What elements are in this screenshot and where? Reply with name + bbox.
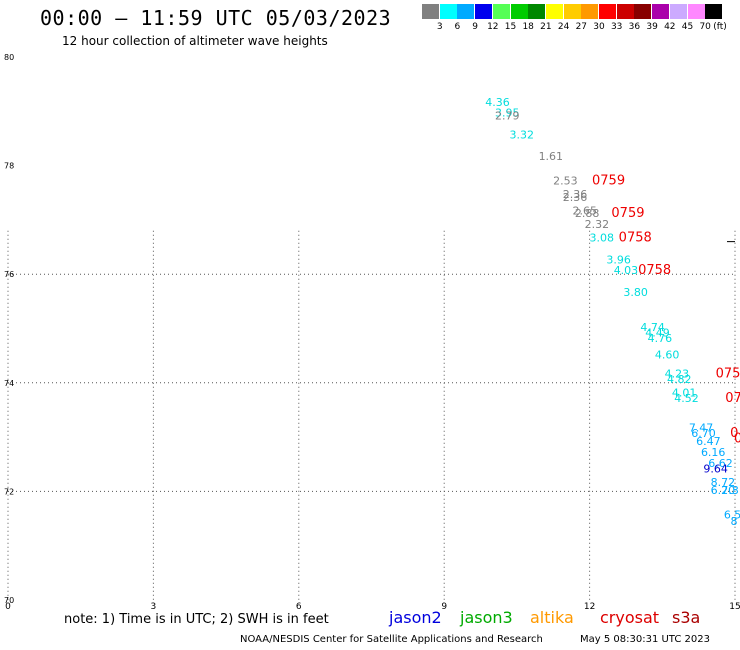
x-tick-label: 9	[441, 602, 447, 612]
wave-height-label: 6.70	[691, 427, 716, 440]
x-tick-label: 15	[729, 602, 740, 612]
color-scale-swatch	[634, 4, 652, 19]
wave-height-label: 4.03	[614, 264, 639, 277]
color-scale-swatch	[439, 4, 457, 19]
x-tick-label: 0	[5, 602, 11, 612]
wave-height-label: 4.76	[648, 332, 673, 345]
wave-height-label: 4.52	[674, 392, 699, 405]
y-tick-label: 74	[4, 379, 14, 388]
color-scale-label: 42	[664, 22, 676, 32]
satellite-jason2-label: jason2	[389, 608, 442, 627]
wave-height-label: 3.96	[606, 253, 631, 266]
wave-height-label: 6.20	[711, 484, 736, 497]
y-tick-label: 70	[4, 596, 14, 605]
color-scale-swatch	[599, 4, 616, 19]
satellite-s3a-label: s3a	[672, 608, 701, 627]
color-scale-label: 27	[575, 22, 588, 32]
wave-height-label: 2.36	[563, 188, 588, 201]
color-scale-swatch	[563, 4, 581, 19]
color-scale-label: 39	[646, 22, 658, 32]
wave-height-label: 4.36	[485, 96, 510, 109]
wave-height-label: 6.16	[701, 446, 726, 459]
wave-height-label: 6.62	[708, 457, 733, 470]
wave-height-label: 7.3	[721, 484, 739, 497]
wave-height-label: 2.88	[575, 207, 600, 220]
wave-height-label: 6.47	[696, 435, 721, 448]
color-scale-label: 33	[610, 22, 623, 32]
color-scale-swatch	[705, 4, 723, 19]
footer-timestamp: May 5 08:30:31 UTC 2023	[580, 634, 710, 645]
wave-height-label: 8	[731, 515, 738, 528]
x-tick-label: 12	[584, 602, 595, 612]
y-tick-label: 72	[4, 487, 14, 496]
time-label: 0	[734, 432, 740, 447]
color-scale-swatch	[581, 4, 599, 19]
color-scale-swatch	[669, 4, 687, 19]
color-scale-label: 15	[504, 22, 517, 32]
wave-height-label: 4.74	[640, 321, 665, 334]
y-tick-label: 78	[4, 162, 14, 171]
color-scale-label: 24	[557, 22, 570, 32]
chart-title: 00:00 – 11:59 UTC 05/03/2023	[40, 6, 392, 30]
color-scale-label: 6	[454, 22, 461, 32]
wave-height-label: 3.32	[509, 128, 534, 141]
wave-height-label: 3.95	[495, 107, 520, 120]
satellite-altika-label: altika	[530, 608, 574, 627]
color-scale-swatch	[616, 4, 634, 19]
color-scale-label: 3	[436, 22, 443, 32]
footer-credit: NOAA/NESDIS Center for Satellite Applica…	[240, 634, 543, 645]
y-tick-label: 80	[4, 53, 14, 62]
wave-height-label: 1.61	[539, 150, 564, 163]
color-scale-swatch	[510, 4, 528, 19]
color-scale-swatch	[528, 4, 546, 19]
color-scale-label: 45	[681, 22, 694, 32]
time-label: 0759	[611, 206, 644, 221]
wave-height-label: 3.80	[623, 286, 648, 299]
color-scale-label: 30	[593, 22, 605, 32]
time-label: 0758	[638, 263, 671, 278]
x-tick-label: 6	[296, 602, 302, 612]
wave-height-label: 4.82	[667, 373, 692, 386]
wave-height-label: 7.47	[689, 422, 714, 435]
color-scale-swatch	[545, 4, 563, 19]
color-scale-swatch	[687, 4, 705, 19]
color-scale-label: 12	[487, 22, 499, 32]
satellite-jason3-label: jason3	[460, 608, 513, 627]
time-label: 0758	[716, 366, 740, 381]
time-label: 0759	[592, 174, 625, 189]
wave-height-label: 4.60	[655, 348, 680, 361]
time-label: 0758	[725, 391, 740, 406]
wave-height-label: 4.23	[665, 367, 690, 380]
footer-note: note: 1) Time is in UTC; 2) SWH is in fe…	[64, 612, 329, 627]
time-label: 0758	[619, 231, 652, 246]
wave-height-label: 6.5	[724, 509, 740, 522]
wave-height-label: 4.49	[645, 327, 670, 340]
wave-height-label: 2.36	[563, 191, 588, 204]
color-scale-swatch	[492, 4, 510, 19]
color-scale-label: 70	[699, 22, 711, 32]
y-tick-label: 76	[4, 270, 14, 279]
wave-height-label: 8.72	[711, 476, 736, 489]
time-label: 0	[730, 426, 738, 441]
color-scale-label: 9	[472, 22, 478, 32]
color-scale-label: 21	[540, 22, 552, 32]
wave-height-label: 3.08	[589, 232, 614, 245]
color-scale-swatch	[475, 4, 493, 19]
wave-height-label: 2.79	[495, 109, 520, 122]
x-tick-label: 3	[151, 602, 157, 612]
wave-height-label: 2.53	[553, 175, 578, 188]
wave-height-label: 4.01	[672, 386, 697, 399]
color-scale-unit: (ft)	[713, 22, 727, 32]
satellite-cryosat-label: cryosat	[600, 608, 660, 627]
color-scale-swatch	[422, 4, 439, 19]
color-scale-label: 36	[628, 22, 641, 32]
chart-subtitle: 12 hour collection of altimeter wave hei…	[62, 34, 328, 48]
color-scale-swatch	[457, 4, 475, 19]
wave-height-label: 2.65	[573, 204, 598, 217]
wave-height-label: 2.32	[585, 218, 610, 231]
color-scale-label: 18	[522, 22, 534, 32]
wave-height-label: 9.64	[703, 462, 728, 475]
color-scale-swatch	[652, 4, 670, 19]
